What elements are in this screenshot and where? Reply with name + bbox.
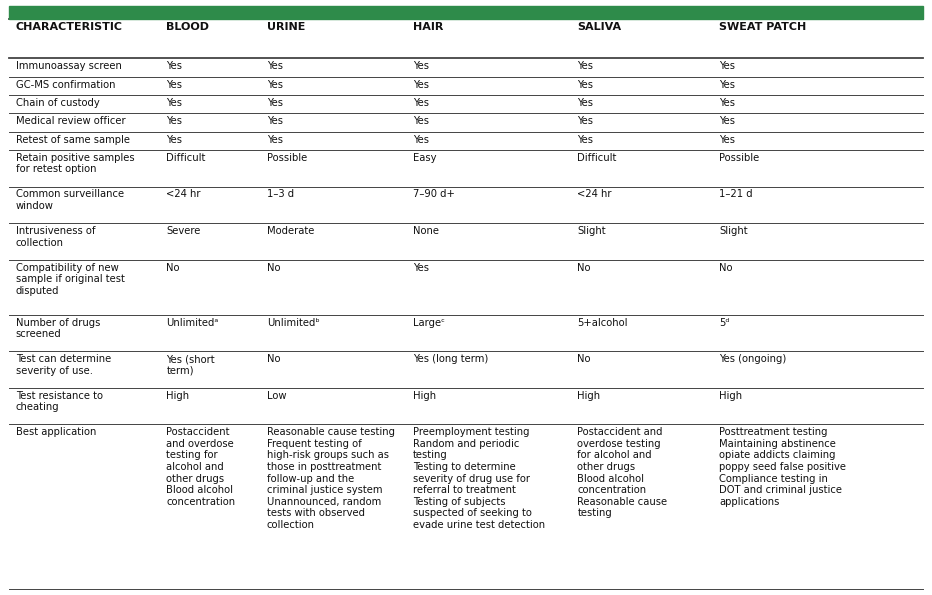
Text: Yes: Yes [267, 80, 283, 90]
Text: SALIVA: SALIVA [578, 21, 622, 32]
Text: Yes: Yes [267, 116, 283, 126]
Text: SWEAT PATCH: SWEAT PATCH [719, 21, 806, 32]
Text: High: High [719, 391, 742, 400]
Text: <24 hr: <24 hr [167, 189, 201, 199]
Text: Yes: Yes [167, 80, 183, 90]
Text: GC-MS confirmation: GC-MS confirmation [16, 80, 116, 90]
Text: 1–3 d: 1–3 d [267, 189, 294, 199]
Text: Yes (long term): Yes (long term) [413, 354, 488, 364]
Text: No: No [578, 354, 591, 364]
Text: Best application: Best application [16, 427, 96, 437]
Text: No: No [267, 262, 281, 273]
Text: Yes: Yes [719, 61, 735, 71]
Text: Yes: Yes [413, 116, 429, 126]
Text: Yes: Yes [267, 61, 283, 71]
Text: None: None [413, 226, 439, 236]
Text: Reasonable cause testing
Frequent testing of
high-risk groups such as
those in p: Reasonable cause testing Frequent testin… [267, 427, 395, 530]
Text: Medical review officer: Medical review officer [16, 116, 125, 126]
Text: Yes: Yes [413, 134, 429, 145]
Text: Yes (short
term): Yes (short term) [167, 354, 215, 375]
Text: Severe: Severe [167, 226, 200, 236]
Text: Yes: Yes [578, 61, 594, 71]
Text: Slight: Slight [719, 226, 747, 236]
Text: Possible: Possible [267, 153, 308, 163]
Text: Retain positive samples
for retest option: Retain positive samples for retest optio… [16, 153, 134, 174]
Text: Yes: Yes [413, 80, 429, 90]
Text: Immunoassay screen: Immunoassay screen [16, 61, 121, 71]
Text: Yes: Yes [578, 98, 594, 108]
Text: Yes: Yes [413, 262, 429, 273]
Text: 5ᵈ: 5ᵈ [719, 318, 730, 327]
Text: Yes: Yes [719, 134, 735, 145]
Text: CHARACTERISTIC: CHARACTERISTIC [16, 21, 123, 32]
Text: Possible: Possible [719, 153, 760, 163]
Text: Moderate: Moderate [267, 226, 314, 236]
Text: Retest of same sample: Retest of same sample [16, 134, 130, 145]
Text: Low: Low [267, 391, 286, 400]
Text: Posttreatment testing
Maintaining abstinence
opiate addicts claiming
poppy seed : Posttreatment testing Maintaining abstin… [719, 427, 846, 507]
Text: Yes: Yes [267, 134, 283, 145]
Text: Common surveillance
window: Common surveillance window [16, 189, 124, 211]
Text: Yes: Yes [167, 61, 183, 71]
Text: Test can determine
severity of use.: Test can determine severity of use. [16, 354, 111, 375]
Text: Yes: Yes [719, 80, 735, 90]
Text: Intrusiveness of
collection: Intrusiveness of collection [16, 226, 95, 248]
Text: Compatibility of new
sample if original test
disputed: Compatibility of new sample if original … [16, 262, 125, 296]
Text: Easy: Easy [413, 153, 436, 163]
Text: High: High [413, 391, 436, 400]
Text: Yes: Yes [167, 116, 183, 126]
Text: Difficult: Difficult [167, 153, 206, 163]
Text: 7–90 d+: 7–90 d+ [413, 189, 455, 199]
Text: No: No [719, 262, 733, 273]
Text: Largeᶜ: Largeᶜ [413, 318, 445, 327]
Text: High: High [578, 391, 600, 400]
Text: Yes: Yes [413, 61, 429, 71]
Text: Postaccident
and overdose
testing for
alcohol and
other drugs
Blood alcohol
conc: Postaccident and overdose testing for al… [167, 427, 236, 507]
Text: Chain of custody: Chain of custody [16, 98, 100, 108]
Text: Yes: Yes [167, 98, 183, 108]
Text: Difficult: Difficult [578, 153, 617, 163]
Text: No: No [578, 262, 591, 273]
Text: Yes: Yes [578, 80, 594, 90]
Text: Yes (ongoing): Yes (ongoing) [719, 354, 787, 364]
Text: Number of drugs
screened: Number of drugs screened [16, 318, 100, 339]
Text: HAIR: HAIR [413, 21, 444, 32]
Text: Yes: Yes [413, 98, 429, 108]
Text: Yes: Yes [267, 98, 283, 108]
Text: Yes: Yes [719, 98, 735, 108]
Bar [9, 6, 923, 19]
Text: 1–21 d: 1–21 d [719, 189, 753, 199]
Text: 5+alcohol: 5+alcohol [578, 318, 628, 327]
Text: No: No [267, 354, 281, 364]
Text: <24 hr: <24 hr [578, 189, 612, 199]
Text: Slight: Slight [578, 226, 606, 236]
Text: Postaccident and
overdose testing
for alcohol and
other drugs
Blood alcohol
conc: Postaccident and overdose testing for al… [578, 427, 667, 518]
Text: URINE: URINE [267, 21, 306, 32]
Text: No: No [167, 262, 180, 273]
Text: Yes: Yes [578, 134, 594, 145]
Text: BLOOD: BLOOD [167, 21, 210, 32]
Text: Preemployment testing
Random and periodic
testing
Testing to determine
severity : Preemployment testing Random and periodi… [413, 427, 545, 530]
Text: High: High [167, 391, 189, 400]
Text: Unlimitedᵇ: Unlimitedᵇ [267, 318, 320, 327]
Text: Test resistance to
cheating: Test resistance to cheating [16, 391, 103, 412]
Text: Yes: Yes [719, 116, 735, 126]
Text: Yes: Yes [167, 134, 183, 145]
Text: Unlimitedᵃ: Unlimitedᵃ [167, 318, 219, 327]
Text: Yes: Yes [578, 116, 594, 126]
